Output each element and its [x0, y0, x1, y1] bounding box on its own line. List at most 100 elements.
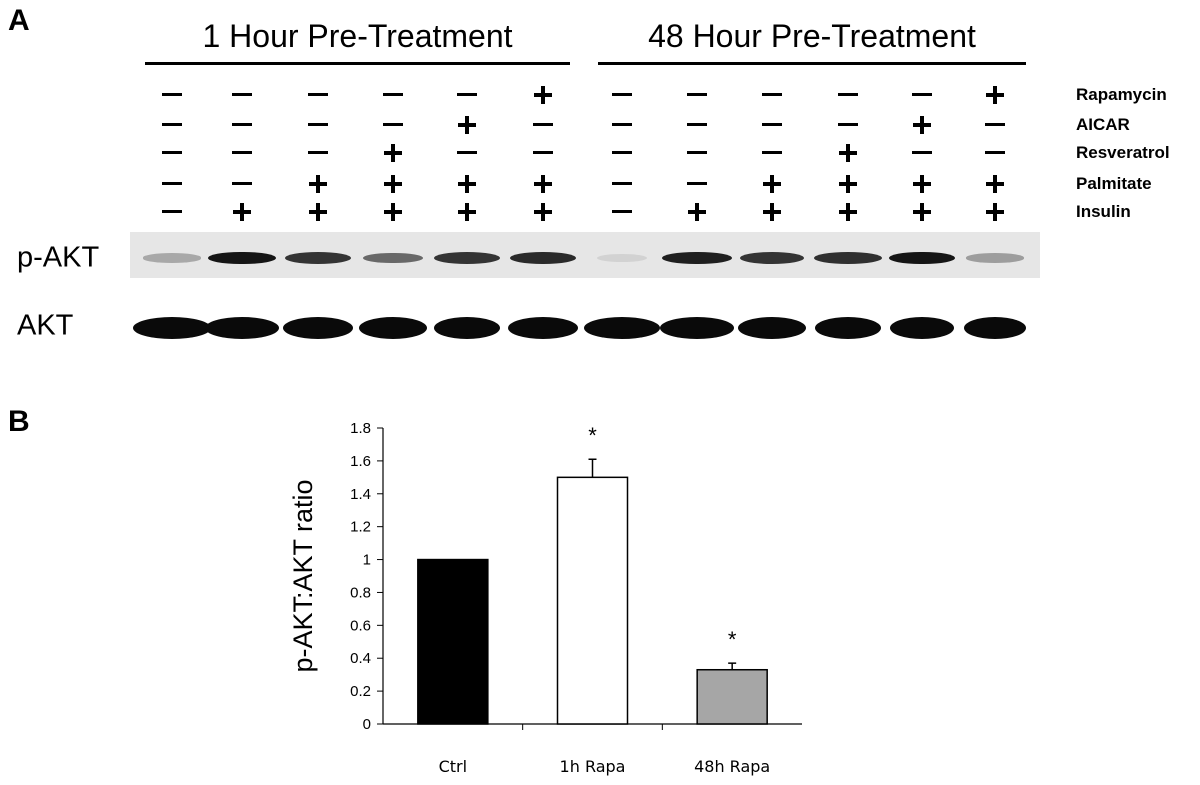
minus-sign — [836, 113, 860, 137]
group-header-48h: 48 Hour Pre-Treatment — [648, 18, 976, 54]
minus-sign — [685, 83, 709, 107]
plus-sign — [760, 200, 784, 224]
y-tick-label: 1.8 — [350, 420, 371, 437]
treatment-label-rapamycin: Rapamycin — [1076, 85, 1167, 104]
blot-label-p-akt: p-AKT — [17, 241, 100, 274]
blot-band — [359, 317, 427, 339]
blot-band — [434, 252, 500, 264]
plus-sign — [455, 200, 479, 224]
plus-sign — [910, 200, 934, 224]
minus-sign — [685, 141, 709, 165]
y-tick-label: 1.2 — [350, 519, 371, 536]
treatment-label-palmitate: Palmitate — [1076, 174, 1152, 193]
y-tick-label: 1.4 — [350, 486, 371, 503]
minus-sign — [160, 172, 184, 196]
blot-band — [966, 253, 1024, 263]
blot-band — [660, 317, 734, 339]
bar-1h-rapa — [556, 476, 629, 725]
plus-sign — [381, 200, 405, 224]
minus-sign — [230, 113, 254, 137]
plus-sign — [531, 172, 555, 196]
minus-sign — [160, 83, 184, 107]
plus-sign — [910, 113, 934, 137]
minus-sign — [230, 172, 254, 196]
minus-sign — [685, 172, 709, 196]
minus-sign — [306, 83, 330, 107]
minus-sign — [306, 141, 330, 165]
y-tick-label: 0.8 — [350, 584, 371, 601]
minus-sign — [455, 83, 479, 107]
group-underline-1h — [145, 62, 570, 65]
blot-band — [143, 253, 201, 263]
y-tick-label: 1 — [363, 552, 371, 569]
minus-sign — [610, 141, 634, 165]
plus-sign — [836, 141, 860, 165]
minus-sign — [160, 141, 184, 165]
blot-strip-p-akt — [130, 232, 1040, 278]
blot-band — [510, 251, 576, 265]
minus-sign — [230, 83, 254, 107]
plus-sign — [381, 141, 405, 165]
significance-marker: * — [588, 423, 597, 448]
minus-sign — [306, 113, 330, 137]
minus-sign — [160, 200, 184, 224]
plus-sign — [685, 200, 709, 224]
significance-marker: * — [728, 627, 737, 652]
blot-band — [133, 317, 211, 339]
plus-sign — [306, 172, 330, 196]
y-tick-label: 0.4 — [350, 650, 371, 667]
panel-a-letter: A — [8, 4, 30, 37]
bar-48h-rapa — [696, 668, 768, 725]
y-tick-label: 0 — [363, 716, 371, 733]
minus-sign — [983, 141, 1007, 165]
blot-band — [208, 251, 276, 265]
minus-sign — [160, 113, 184, 137]
minus-sign — [531, 141, 555, 165]
y-tick-label: 1.6 — [350, 453, 371, 470]
blot-band — [662, 251, 732, 265]
minus-sign — [836, 83, 860, 107]
blot-band — [889, 251, 955, 265]
blot-band — [434, 317, 500, 339]
blot-band — [890, 317, 954, 339]
blot-band — [363, 252, 423, 264]
blot-band — [738, 317, 806, 339]
group-underline-48h — [598, 62, 1026, 65]
plus-sign — [306, 200, 330, 224]
plus-sign — [983, 200, 1007, 224]
plus-sign — [983, 172, 1007, 196]
plus-sign — [836, 200, 860, 224]
blot-band — [815, 317, 881, 339]
minus-sign — [760, 83, 784, 107]
x-category-label: 1h Rapa — [560, 757, 626, 776]
plus-sign — [381, 172, 405, 196]
x-category-label: 48h Rapa — [694, 757, 770, 776]
plus-sign — [910, 172, 934, 196]
minus-sign — [910, 141, 934, 165]
minus-sign — [230, 141, 254, 165]
blot-label-akt: AKT — [17, 309, 74, 342]
minus-sign — [455, 141, 479, 165]
minus-sign — [610, 113, 634, 137]
minus-sign — [610, 83, 634, 107]
bar-ctrl — [417, 558, 489, 725]
group-header-1h: 1 Hour Pre-Treatment — [202, 18, 513, 54]
plus-sign — [230, 200, 254, 224]
blot-band — [283, 317, 353, 339]
plus-sign — [983, 83, 1007, 107]
minus-sign — [381, 83, 405, 107]
plus-sign — [455, 113, 479, 137]
plus-sign — [760, 172, 784, 196]
treatment-label-insulin: Insulin — [1076, 202, 1131, 221]
plus-sign — [836, 172, 860, 196]
minus-sign — [910, 83, 934, 107]
y-tick-label: 0.2 — [350, 683, 371, 700]
y-axis-label: p-AKT:AKT ratio — [288, 479, 318, 672]
plus-sign — [531, 200, 555, 224]
minus-sign — [531, 113, 555, 137]
blot-band — [205, 317, 279, 339]
blot-band — [814, 251, 882, 265]
minus-sign — [685, 113, 709, 137]
minus-sign — [381, 113, 405, 137]
